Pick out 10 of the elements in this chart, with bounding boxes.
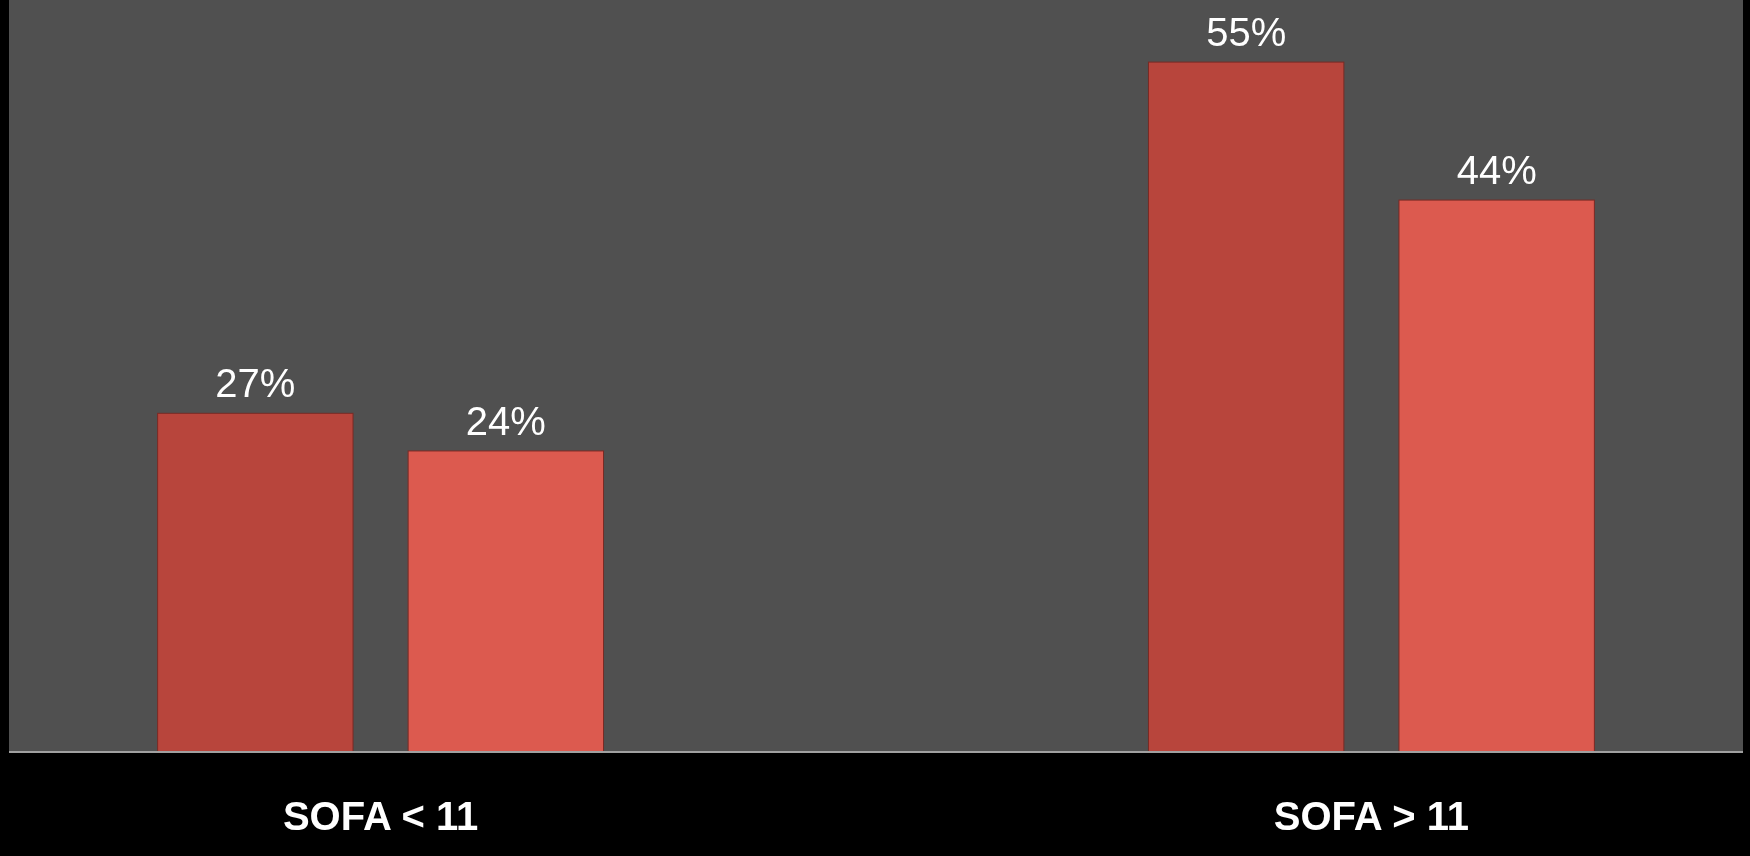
data-label: 24%	[465, 398, 546, 443]
bar	[1398, 199, 1595, 753]
bar	[157, 412, 354, 753]
data-label: 44%	[1456, 148, 1537, 193]
x-tick-label: SOFA < 11	[282, 794, 479, 838]
data-label: 55%	[1206, 10, 1287, 55]
bar	[407, 450, 605, 753]
x-tick-label: SOFA > 11	[1273, 794, 1470, 838]
data-label: 27%	[215, 361, 296, 406]
bar	[1147, 61, 1345, 753]
